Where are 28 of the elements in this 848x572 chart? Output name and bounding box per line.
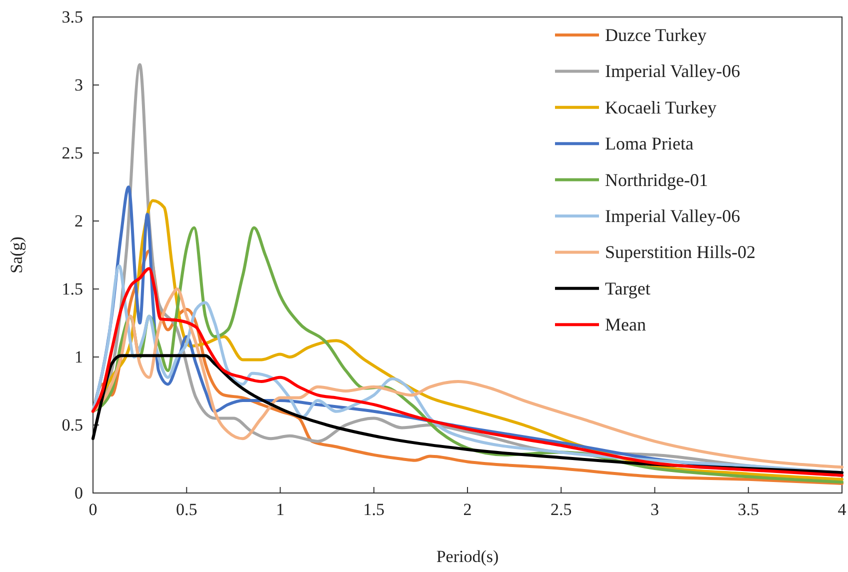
x-tick-label: 3 bbox=[650, 500, 659, 520]
x-tick-label: 3.5 bbox=[738, 500, 759, 520]
x-tick-label: 2.5 bbox=[550, 500, 572, 520]
y-tick-label: 3 bbox=[74, 75, 83, 94]
legend-label: Kocaeli Turkey bbox=[605, 97, 716, 118]
y-tick-label: 1 bbox=[74, 347, 83, 366]
x-tick-label: 4 bbox=[838, 500, 847, 520]
y-tick-label: 2.5 bbox=[62, 143, 83, 162]
y-tick-label: 1.5 bbox=[62, 279, 83, 298]
y-tick-label: 3.5 bbox=[62, 7, 83, 26]
legend-label: Loma Prieta bbox=[605, 134, 694, 154]
legend-label: Imperial Valley-06 bbox=[605, 61, 740, 82]
legend-label: Mean bbox=[605, 314, 646, 335]
legend-label: Duzce Turkey bbox=[605, 25, 706, 45]
x-tick-label: 1.5 bbox=[363, 500, 384, 520]
x-tick-label: 2 bbox=[463, 500, 472, 520]
legend-label: Northridge-01 bbox=[605, 170, 708, 190]
x-tick-label: 0.5 bbox=[176, 500, 198, 520]
y-axis-title: Sa(g) bbox=[7, 236, 26, 274]
y-tick-label: 0 bbox=[74, 483, 83, 502]
legend-label: Superstition Hills-02 bbox=[605, 242, 756, 262]
legend-label: Target bbox=[605, 278, 650, 298]
x-axis-title: Period(s) bbox=[436, 547, 499, 566]
x-tick-label: 1 bbox=[276, 500, 284, 520]
y-tick-label: 2 bbox=[74, 211, 83, 230]
x-tick-label: 0 bbox=[88, 500, 98, 520]
y-tick-label: 0.5 bbox=[62, 415, 83, 434]
legend-label: Imperial Valley-06 bbox=[605, 206, 740, 226]
